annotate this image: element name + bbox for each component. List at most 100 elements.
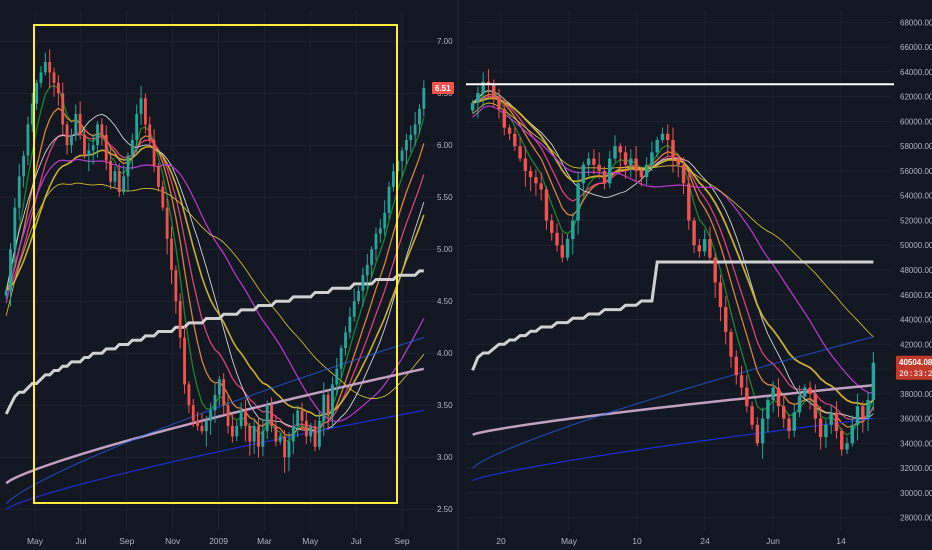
left-candle <box>83 134 86 156</box>
left-candle <box>4 290 8 296</box>
left-candle <box>230 426 234 437</box>
left-candle <box>113 171 117 182</box>
right-candle <box>813 393 818 419</box>
left-candle <box>9 249 12 291</box>
right-candle <box>534 177 538 184</box>
right-candle <box>840 430 844 450</box>
right-candle <box>518 146 522 159</box>
left-candle <box>331 384 334 416</box>
left-x-tick-label: Sep <box>119 536 134 546</box>
left-candle <box>339 348 343 369</box>
right-candle <box>687 183 691 221</box>
left-candle <box>361 275 365 291</box>
left-candle <box>30 103 34 125</box>
left-trend-line-white <box>4 269 424 415</box>
left-candle <box>370 249 374 265</box>
left-panel: 7.006.506.005.505.004.504.003.503.002.50… <box>0 10 454 546</box>
right-y-tick-label: 46000.00 <box>900 291 932 300</box>
left-candle <box>261 431 265 447</box>
left-candle <box>357 290 360 302</box>
left-trend-line <box>5 409 424 510</box>
left-candle <box>291 426 295 442</box>
right-candle <box>539 183 543 190</box>
left-candle <box>418 108 421 125</box>
left-candle <box>139 98 143 114</box>
left-candle <box>178 301 182 338</box>
right-x-tick-label: 14 <box>836 536 846 546</box>
left-candle <box>317 420 321 447</box>
right-x-tick-label: 24 <box>700 536 710 546</box>
right-candle <box>771 387 775 400</box>
left-candle <box>348 316 352 333</box>
left-candle <box>122 176 126 192</box>
left-x-tick-label: May <box>302 536 319 546</box>
right-candle <box>486 81 491 85</box>
right-candle <box>692 220 696 246</box>
right-candle <box>739 375 744 388</box>
right-candle <box>866 400 870 419</box>
left-candle <box>187 384 191 406</box>
left-candle <box>96 124 99 146</box>
left-candle <box>383 212 387 229</box>
left-y-tick-label: 3.00 <box>437 453 453 462</box>
left-candle <box>170 238 173 270</box>
right-last-price-label: 40504.08 <box>899 358 932 367</box>
left-x-tick-label: May <box>27 536 44 546</box>
right-candle <box>829 412 833 425</box>
right-candle <box>824 424 828 438</box>
left-candle <box>157 166 160 187</box>
right-candle <box>528 170 533 178</box>
right-last-price-tag <box>896 355 932 380</box>
left-candle <box>405 140 408 151</box>
right-candle <box>634 158 638 171</box>
left-y-tick-label: 7.00 <box>437 37 453 46</box>
right-y-tick-label: 58000.00 <box>900 142 932 151</box>
right-y-tick-label: 68000.00 <box>900 18 932 27</box>
right-candle <box>834 412 839 431</box>
right-candle <box>681 164 686 184</box>
left-candle <box>300 410 304 421</box>
left-candle <box>270 405 273 426</box>
right-candle <box>581 164 586 184</box>
right-panel: 68000.00 66000.00 64000.00 62000.00 60000.00… <box>466 10 932 546</box>
left-moving-average-line <box>5 182 425 399</box>
left-candle <box>70 134 73 146</box>
left-candle <box>48 62 52 73</box>
right-y-tick-label: 42000.00 <box>900 340 932 349</box>
left-candle <box>309 426 313 437</box>
right-candle <box>639 170 644 178</box>
right-candle <box>513 133 517 147</box>
left-candle <box>326 394 330 416</box>
left-candle <box>91 145 95 151</box>
left-candle <box>74 114 78 135</box>
right-candle <box>655 140 659 153</box>
right-candle <box>718 282 723 308</box>
left-candle <box>400 150 404 161</box>
right-y-tick-label: 36000.00 <box>900 415 932 424</box>
right-y-tick-label: 64000.00 <box>900 68 932 77</box>
left-candle <box>335 368 339 385</box>
left-last-price-tag <box>432 82 454 94</box>
left-candle <box>104 134 108 161</box>
right-candle <box>470 102 475 111</box>
left-candle <box>213 394 217 411</box>
right-candle <box>676 158 680 165</box>
right-y-tick-label: 66000.00 <box>900 43 932 52</box>
left-candle <box>22 155 25 177</box>
left-candle <box>244 410 247 426</box>
left-candle <box>130 140 134 156</box>
right-candle <box>729 331 733 357</box>
right-candle <box>565 239 570 258</box>
left-candle <box>61 93 65 125</box>
left-candle <box>196 420 200 426</box>
right-candle <box>560 245 564 258</box>
right-candle <box>766 400 770 419</box>
left-candle <box>226 405 230 426</box>
right-trend-line <box>472 383 874 436</box>
left-highlight-box <box>33 24 398 504</box>
left-candle <box>56 82 60 94</box>
right-trend-line <box>472 417 874 482</box>
right-countdown-label: 20:33:23 <box>899 370 932 379</box>
left-candle <box>374 233 378 250</box>
right-candle <box>644 164 649 178</box>
